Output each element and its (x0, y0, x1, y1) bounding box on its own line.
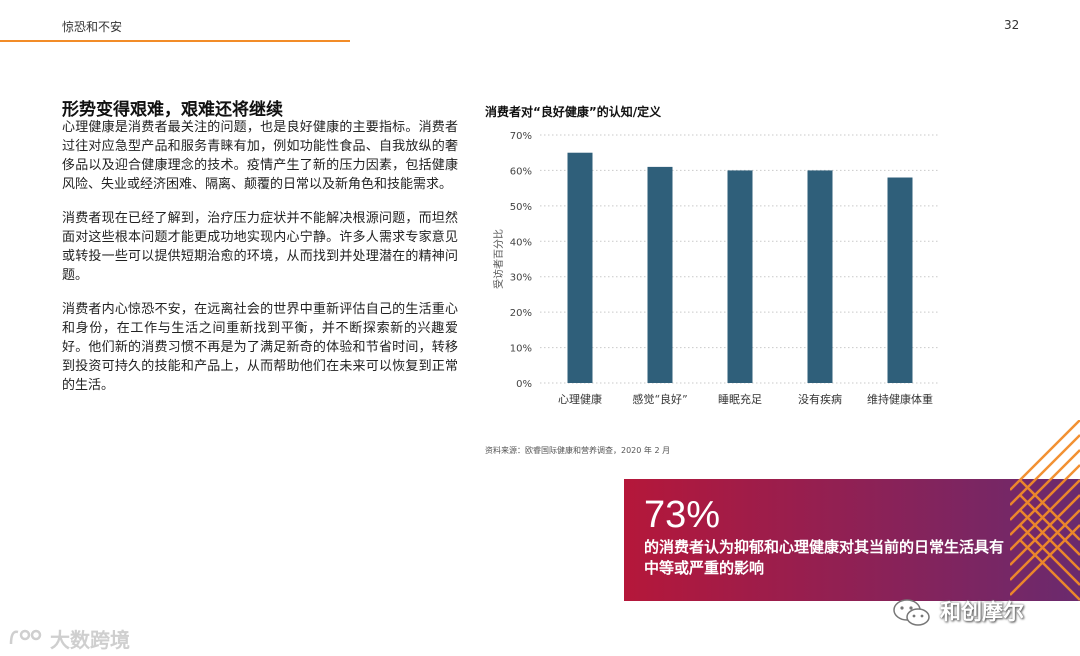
y-axis-label: 受访者百分比 (493, 229, 505, 289)
section-title: 形势变得艰难，艰难还将继续 (62, 100, 283, 120)
x-tick-label: 感觉“良好” (632, 392, 687, 406)
paragraph-2: 消费者现在已经了解到，治疗压力症状并不能解决根源问题，而坦然面对这些根本问题才能… (62, 211, 458, 283)
y-tick-label: 50% (510, 202, 532, 213)
decorative-stripes (1010, 420, 1080, 601)
y-tick-label: 10% (510, 344, 532, 355)
y-tick-label: 60% (510, 166, 532, 177)
bar (567, 152, 593, 383)
watermark-left: 大数跨境 (50, 628, 130, 652)
callout-number: 73% (644, 494, 721, 536)
source-note: 资料来源：欧睿国际健康和营养调查，2020 年 2 月 (485, 446, 671, 455)
bar (727, 170, 753, 383)
page-header-title: 惊恐和不安 (62, 20, 123, 34)
y-tick-label: 30% (510, 273, 532, 284)
chart-title: 消费者对“良好健康”的认知/定义 (485, 105, 662, 119)
paragraph-1: 心理健康是消费者最关注的问题，也是良好健康的主要指标。消费者过往对应急型产品和服… (62, 120, 458, 192)
header-accent-rule (0, 40, 350, 42)
watermark-logo-icon (9, 629, 42, 645)
callout-box (624, 479, 1080, 601)
y-tick-label: 0% (516, 379, 532, 390)
x-tick-label: 心理健康 (558, 392, 602, 406)
paragraph-3: 消费者内心惊恐不安，在远离社会的世界中重新评估自己的生活重心和身份，在工作与生活… (62, 302, 458, 393)
page-number: 32 (1004, 18, 1020, 32)
watermark-right: 和创摩尔 (940, 600, 1024, 624)
y-tick-label: 20% (510, 308, 532, 319)
x-tick-label: 睡眠充足 (718, 392, 762, 406)
x-tick-label: 没有疾病 (798, 392, 842, 406)
y-tick-label: 70% (510, 131, 532, 142)
body-text: 心理健康是消费者最关注的问题，也是良好健康的主要指标。消费者过往对应急型产品和服… (62, 118, 458, 410)
callout-text: 的消费者认为抑郁和心理健康对其当前的日常生活具有中等或严重的影响 (644, 538, 1005, 577)
y-tick-label: 40% (510, 237, 532, 248)
bar (887, 177, 913, 383)
wechat-icon (893, 599, 930, 626)
bar (647, 166, 673, 383)
bar (807, 170, 833, 383)
x-tick-label: 维持健康体重 (867, 392, 933, 406)
